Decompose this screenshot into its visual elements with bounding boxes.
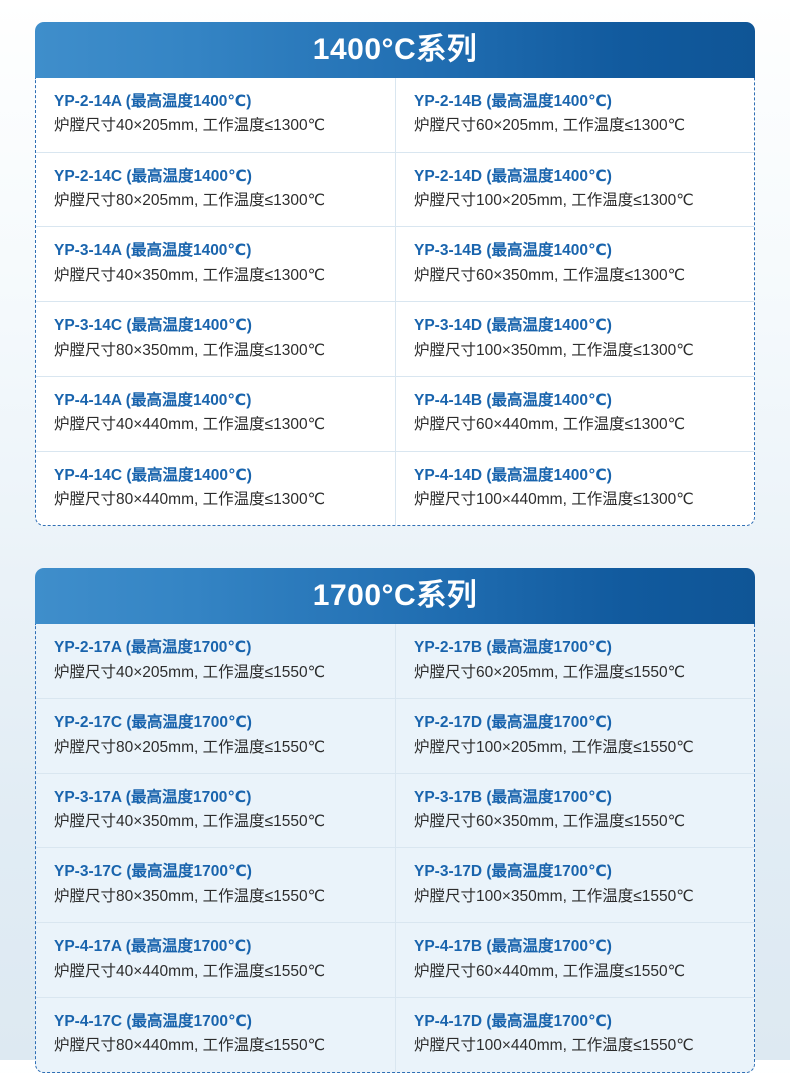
product-cell[interactable]: YP-4-17B (最高温度1700℃) 炉膛尺寸60×440mm, 工作温度≤1… bbox=[395, 923, 754, 997]
product-cell[interactable]: YP-3-14C (最高温度1400℃) 炉膛尺寸80×350mm, 工作温度≤1… bbox=[36, 302, 395, 376]
product-cell[interactable]: YP-2-17C (最高温度1700℃) 炉膛尺寸80×205mm, 工作温度≤1… bbox=[36, 699, 395, 773]
product-spec-label: 炉膛尺寸100×205mm, 工作温度≤1300℃ bbox=[414, 192, 694, 210]
product-cell[interactable]: YP-4-14D (最高温度1400℃) 炉膛尺寸100×440mm, 工作温度≤… bbox=[395, 451, 754, 526]
product-spec-label: 炉膛尺寸40×350mm, 工作温度≤1550℃ bbox=[54, 813, 325, 831]
product-model-label: YP-3-14B (最高温度1400℃) bbox=[414, 242, 612, 260]
product-spec-label: 炉膛尺寸80×350mm, 工作温度≤1550℃ bbox=[54, 887, 325, 905]
product-spec-label: 炉膛尺寸40×440mm, 工作温度≤1550℃ bbox=[54, 962, 325, 980]
product-model-label: YP-4-14C (最高温度1400℃) bbox=[54, 466, 252, 484]
product-spec-label: 炉膛尺寸40×350mm, 工作温度≤1300℃ bbox=[54, 266, 325, 284]
product-model-label: YP-4-17A (最高温度1700℃) bbox=[54, 938, 252, 956]
product-cell[interactable]: YP-2-14A (最高温度1400℃) 炉膛尺寸40×205mm, 工作温度≤1… bbox=[36, 78, 395, 152]
product-model-label: YP-4-14A (最高温度1400℃) bbox=[54, 391, 252, 409]
product-spec-label: 炉膛尺寸80×350mm, 工作温度≤1300℃ bbox=[54, 341, 325, 359]
table-row: YP-3-17C (最高温度1700℃) 炉膛尺寸80×350mm, 工作温度≤1… bbox=[36, 847, 754, 923]
product-cell[interactable]: YP-2-17A (最高温度1700℃) 炉膛尺寸40×205mm, 工作温度≤1… bbox=[36, 624, 395, 698]
product-spec-label: 炉膛尺寸100×440mm, 工作温度≤1550℃ bbox=[414, 1037, 694, 1055]
product-cell[interactable]: YP-4-17D (最高温度1700℃) 炉膛尺寸100×440mm, 工作温度≤… bbox=[395, 997, 754, 1072]
product-spec-label: 炉膛尺寸100×350mm, 工作温度≤1550℃ bbox=[414, 887, 694, 905]
series-block: 1700°C系列 YP-2-17A (最高温度1700℃) 炉膛尺寸40×205mm… bbox=[35, 568, 755, 1073]
series-header: 1400°C系列 bbox=[35, 22, 755, 78]
product-cell[interactable]: YP-3-14D (最高温度1400℃) 炉膛尺寸100×350mm, 工作温度≤… bbox=[395, 302, 754, 376]
product-spec-label: 炉膛尺寸60×205mm, 工作温度≤1300℃ bbox=[414, 117, 685, 135]
product-cell[interactable]: YP-4-14A (最高温度1400℃) 炉膛尺寸40×440mm, 工作温度≤1… bbox=[36, 377, 395, 451]
product-model-label: YP-3-14D (最高温度1400℃) bbox=[414, 317, 612, 335]
product-spec-label: 炉膛尺寸80×440mm, 工作温度≤1550℃ bbox=[54, 1037, 325, 1055]
table-row: YP-4-17C (最高温度1700℃) 炉膛尺寸80×440mm, 工作温度≤1… bbox=[36, 996, 754, 1072]
product-spec-label: 炉膛尺寸100×205mm, 工作温度≤1550℃ bbox=[414, 738, 694, 756]
product-model-label: YP-4-17B (最高温度1700℃) bbox=[414, 938, 612, 956]
product-model-label: YP-3-17C (最高温度1700℃) bbox=[54, 863, 252, 881]
product-model-label: YP-3-17A (最高温度1700℃) bbox=[54, 788, 252, 806]
product-model-label: YP-2-14B (最高温度1400℃) bbox=[414, 93, 612, 110]
product-spec-label: 炉膛尺寸80×205mm, 工作温度≤1550℃ bbox=[54, 738, 325, 756]
product-model-label: YP-3-14C (最高温度1400℃) bbox=[54, 317, 252, 335]
table-row: YP-4-14C (最高温度1400℃) 炉膛尺寸80×440mm, 工作温度≤1… bbox=[36, 450, 754, 526]
product-model-label: YP-3-17B (最高温度1700℃) bbox=[414, 788, 612, 806]
product-model-label: YP-4-17C (最高温度1700℃) bbox=[54, 1012, 252, 1030]
product-spec-label: 炉膛尺寸80×440mm, 工作温度≤1300℃ bbox=[54, 491, 325, 509]
table-row: YP-2-17C (最高温度1700℃) 炉膛尺寸80×205mm, 工作温度≤1… bbox=[36, 698, 754, 773]
series-table: YP-2-14A (最高温度1400℃) 炉膛尺寸40×205mm, 工作温度≤1… bbox=[35, 78, 755, 527]
product-cell[interactable]: YP-4-17A (最高温度1700℃) 炉膛尺寸40×440mm, 工作温度≤1… bbox=[36, 923, 395, 997]
series-block: 1400°C系列 YP-2-14A (最高温度1400℃) 炉膛尺寸40×205mm… bbox=[35, 22, 755, 527]
product-cell[interactable]: YP-4-14B (最高温度1400℃) 炉膛尺寸60×440mm, 工作温度≤1… bbox=[395, 376, 754, 451]
product-spec-label: 炉膛尺寸60×440mm, 工作温度≤1300℃ bbox=[414, 416, 685, 434]
product-model-label: YP-2-17C (最高温度1700℃) bbox=[54, 714, 252, 732]
product-model-label: YP-4-17D (最高温度1700℃) bbox=[414, 1012, 612, 1030]
table-row: YP-4-17A (最高温度1700℃) 炉膛尺寸40×440mm, 工作温度≤1… bbox=[36, 922, 754, 997]
product-cell[interactable]: YP-3-17B (最高温度1700℃) 炉膛尺寸60×350mm, 工作温度≤1… bbox=[395, 773, 754, 848]
product-spec-label: 炉膛尺寸40×440mm, 工作温度≤1300℃ bbox=[54, 416, 325, 434]
product-spec-label: 炉膛尺寸60×350mm, 工作温度≤1550℃ bbox=[414, 813, 685, 831]
series-header: 1700°C系列 bbox=[35, 568, 755, 625]
product-model-label: YP-2-17B (最高温度1700℃) bbox=[414, 639, 612, 657]
table-row: YP-3-14C (最高温度1400℃) 炉膛尺寸80×350mm, 工作温度≤1… bbox=[36, 301, 754, 376]
product-model-label: YP-4-14B (最高温度1400℃) bbox=[414, 391, 612, 409]
table-row: YP-2-14C (最高温度1400℃) 炉膛尺寸80×205mm, 工作温度≤1… bbox=[36, 151, 754, 227]
table-row: YP-3-17A (最高温度1700℃) 炉膛尺寸40×350mm, 工作温度≤1… bbox=[36, 772, 754, 848]
product-cell[interactable]: YP-3-17D (最高温度1700℃) 炉膛尺寸100×350mm, 工作温度≤… bbox=[395, 848, 754, 923]
product-spec-label: 炉膛尺寸60×440mm, 工作温度≤1550℃ bbox=[414, 962, 685, 980]
product-spec-label: 炉膛尺寸100×440mm, 工作温度≤1300℃ bbox=[414, 491, 694, 509]
product-cell[interactable]: YP-2-17D (最高温度1700℃) 炉膛尺寸100×205mm, 工作温度≤… bbox=[395, 699, 754, 773]
series-header-title: 1400°C系列 bbox=[312, 33, 478, 66]
series-header-title: 1700°C系列 bbox=[312, 579, 478, 613]
product-model-label: YP-2-17D (最高温度1700℃) bbox=[414, 714, 612, 732]
product-cell[interactable]: YP-2-14D (最高温度1400℃) 炉膛尺寸100×205mm, 工作温度≤… bbox=[395, 152, 754, 227]
product-spec-label: 炉膛尺寸60×350mm, 工作温度≤1300℃ bbox=[414, 266, 685, 284]
table-row: YP-2-14A (最高温度1400℃) 炉膛尺寸40×205mm, 工作温度≤1… bbox=[36, 78, 754, 152]
product-cell[interactable]: YP-3-14B (最高温度1400℃) 炉膛尺寸60×350mm, 工作温度≤1… bbox=[395, 227, 754, 302]
product-model-label: YP-2-17A (最高温度1700℃) bbox=[54, 639, 252, 657]
product-cell[interactable]: YP-4-14C (最高温度1400℃) 炉膛尺寸80×440mm, 工作温度≤1… bbox=[36, 452, 395, 526]
product-cell[interactable]: YP-2-17B (最高温度1700℃) 炉膛尺寸60×205mm, 工作温度≤1… bbox=[395, 624, 754, 699]
product-cell[interactable]: YP-2-14C (最高温度1400℃) 炉膛尺寸80×205mm, 工作温度≤1… bbox=[36, 153, 395, 227]
product-spec-label: 炉膛尺寸40×205mm, 工作温度≤1550℃ bbox=[54, 663, 325, 681]
product-cell[interactable]: YP-2-14B (最高温度1400℃) 炉膛尺寸60×205mm, 工作温度≤1… bbox=[395, 78, 754, 152]
product-cell[interactable]: YP-4-17C (最高温度1700℃) 炉膛尺寸80×440mm, 工作温度≤1… bbox=[36, 998, 395, 1072]
series-table: YP-2-17A (最高温度1700℃) 炉膛尺寸40×205mm, 工作温度≤1… bbox=[35, 624, 755, 1073]
product-spec-label: 炉膛尺寸80×205mm, 工作温度≤1300℃ bbox=[54, 192, 325, 210]
product-spec-label: 炉膛尺寸100×350mm, 工作温度≤1300℃ bbox=[414, 341, 694, 359]
table-row: YP-4-14A (最高温度1400℃) 炉膛尺寸40×440mm, 工作温度≤1… bbox=[36, 375, 754, 451]
product-model-label: YP-3-17D (最高温度1700℃) bbox=[414, 863, 612, 881]
product-spec-label: 炉膛尺寸40×205mm, 工作温度≤1300℃ bbox=[54, 117, 325, 135]
table-row: YP-3-14A (最高温度1400℃) 炉膛尺寸40×350mm, 工作温度≤1… bbox=[36, 226, 754, 302]
product-cell[interactable]: YP-3-17A (最高温度1700℃) 炉膛尺寸40×350mm, 工作温度≤1… bbox=[36, 774, 395, 848]
product-model-label: YP-2-14D (最高温度1400℃) bbox=[414, 167, 612, 185]
product-model-label: YP-3-14A (最高温度1400℃) bbox=[54, 242, 252, 260]
product-model-label: YP-2-14A (最高温度1400℃) bbox=[54, 93, 252, 110]
product-cell[interactable]: YP-3-17C (最高温度1700℃) 炉膛尺寸80×350mm, 工作温度≤1… bbox=[36, 848, 395, 922]
product-model-label: YP-2-14C (最高温度1400℃) bbox=[54, 167, 252, 185]
product-spec-label: 炉膛尺寸60×205mm, 工作温度≤1550℃ bbox=[414, 663, 685, 681]
table-row: YP-2-17A (最高温度1700℃) 炉膛尺寸40×205mm, 工作温度≤1… bbox=[36, 624, 754, 699]
product-cell[interactable]: YP-3-14A (最高温度1400℃) 炉膛尺寸40×350mm, 工作温度≤1… bbox=[36, 227, 395, 301]
product-model-label: YP-4-14D (最高温度1400℃) bbox=[414, 466, 612, 484]
